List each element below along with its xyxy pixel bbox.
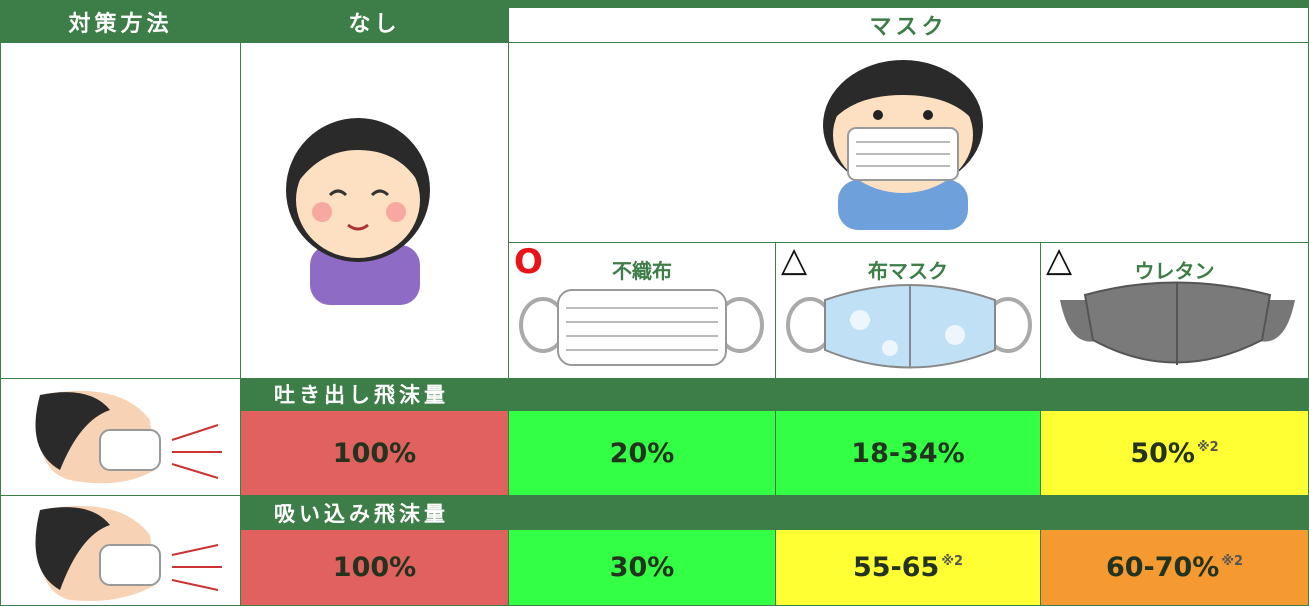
value-text: 20% <box>609 437 675 469</box>
person-with-mask <box>823 60 983 230</box>
value-text: 55-65 <box>852 552 940 583</box>
inhale-profile <box>35 505 222 601</box>
person-no-mask <box>286 118 430 305</box>
row-label-bar: 吸い込み飛沫量 <box>240 495 1309 530</box>
footnote-mark: ※2 <box>1221 554 1244 569</box>
value-cell: 30% <box>508 529 776 606</box>
value-text: 50% <box>1130 437 1195 469</box>
rating-symbol: △ <box>1046 240 1073 280</box>
value-text: 18-34% <box>851 437 965 469</box>
footnote-mark: ※2 <box>1196 439 1219 455</box>
value-cell: 20% <box>508 410 776 496</box>
urethane-mask <box>1060 281 1295 365</box>
value-cell: 100% <box>240 410 509 496</box>
row-label-bar: 吐き出し飛沫量 <box>240 378 1309 410</box>
value-cell: 55-65 ※2 <box>775 529 1041 606</box>
footnote-mark: ※2 <box>941 554 964 569</box>
rating-symbol: △ <box>781 240 808 280</box>
exhale-profile <box>35 390 222 484</box>
value-cell: 50% ※2 <box>1040 410 1309 496</box>
cloth-mask <box>786 284 1032 369</box>
value-cell: 18-34% <box>775 410 1041 496</box>
value-text: 100% <box>332 552 417 583</box>
value-cell: 100% <box>240 529 509 606</box>
mask-type-label: 布マスク <box>868 259 948 283</box>
mask-type-label: ウレタン <box>1134 259 1215 283</box>
mask-type-label: 不織布 <box>612 259 672 283</box>
header-mask: マスク <box>508 0 1309 43</box>
header-method: 対策方法 <box>0 0 241 43</box>
value-cell: 60-70% ※2 <box>1040 529 1309 606</box>
rating-symbol: O <box>514 242 543 282</box>
value-text: 30% <box>609 552 675 583</box>
value-text: 60-70% <box>1105 552 1220 583</box>
value-text: 100% <box>332 437 417 469</box>
nonwoven-mask <box>519 289 764 366</box>
